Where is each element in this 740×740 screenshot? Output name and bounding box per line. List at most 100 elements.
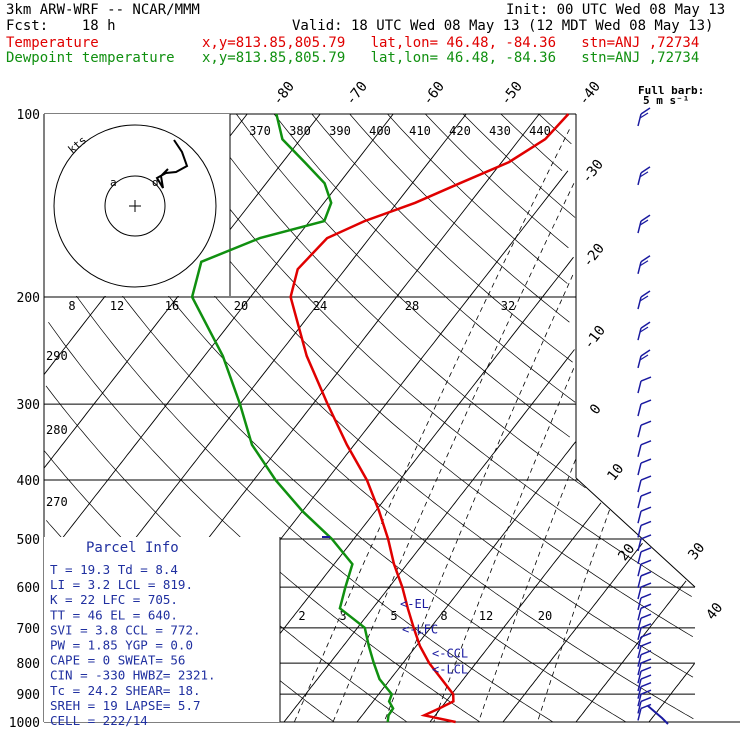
wind-barb-staff bbox=[637, 597, 642, 611]
wind-barb-staff bbox=[637, 645, 642, 659]
wind-barb-staff bbox=[637, 686, 642, 699]
parcel-info-rows: T = 19.3 Td = 8.4LI = 3.2 LCL = 819.K = … bbox=[50, 562, 216, 728]
pressure-label-900: 900 bbox=[17, 688, 40, 703]
parcel-info-background bbox=[44, 537, 280, 722]
isotherm-line bbox=[429, 502, 602, 723]
wind-barb-staff bbox=[637, 671, 642, 684]
wind-barb-flag bbox=[640, 255, 651, 263]
parcel-marker: <-LFC bbox=[402, 623, 438, 637]
mixing-ratio-line bbox=[294, 129, 570, 723]
wind-barb-surface bbox=[647, 705, 669, 725]
isotherm-label--60: -60 bbox=[420, 79, 448, 109]
isotherm-label--80: -80 bbox=[270, 79, 298, 109]
forecast-hour: Fcst: 18 h bbox=[6, 18, 116, 34]
wind-barb-staff bbox=[637, 551, 642, 565]
wind-barb-staff bbox=[637, 586, 642, 600]
wind-barb-staff bbox=[637, 575, 642, 589]
wind-barb-staff bbox=[637, 563, 642, 577]
mixing-ratio-label-lower: 8 bbox=[440, 609, 447, 623]
pressure-label-400: 400 bbox=[17, 474, 40, 489]
wind-barb-flag bbox=[640, 534, 652, 540]
mixing-ratio-label-upper: 32 bbox=[501, 299, 515, 313]
dry-adiabat-line bbox=[273, 113, 576, 403]
wind-barb-staff bbox=[637, 538, 642, 552]
wind-barb-flag bbox=[640, 593, 652, 599]
wind-barb-flag bbox=[640, 658, 652, 664]
theta-label-left: 290 bbox=[46, 349, 68, 363]
mixing-ratio-line bbox=[478, 459, 576, 723]
wind-barb-flag bbox=[640, 506, 652, 512]
parcel-marker: <-CCL bbox=[432, 647, 468, 661]
theta-label-upper: 370 bbox=[249, 124, 271, 138]
parcel-marker: <-EL bbox=[400, 597, 429, 611]
parcel-info-row: CIN = -330 HWBZ= 2321. bbox=[50, 668, 216, 683]
isotherm-line bbox=[356, 441, 576, 723]
wind-barb-flag bbox=[640, 166, 651, 174]
parcel-info-row: CELL = 222/14 bbox=[50, 713, 148, 728]
wind-barb-flag bbox=[639, 354, 649, 361]
wind-barb-flag bbox=[640, 107, 651, 115]
parcel-info-title: Parcel Info bbox=[86, 540, 179, 556]
pressure-label-800: 800 bbox=[17, 657, 40, 672]
pressure-tick-labels: 100 200 300 400 500 600 700 800 900 1000 bbox=[9, 108, 40, 731]
hodograph-marker-a: a bbox=[110, 176, 117, 189]
wind-barb-flag bbox=[640, 682, 652, 688]
wind-barb-flag bbox=[640, 491, 652, 497]
wind-barb-flag bbox=[640, 689, 652, 695]
dry-adiabat-line bbox=[311, 113, 573, 363]
mixing-ratio-label-upper: 16 bbox=[165, 299, 179, 313]
isotherm-label-40: 40 bbox=[703, 600, 726, 623]
dry-adiabat-line bbox=[500, 113, 563, 172]
dry-adiabat-line bbox=[48, 321, 481, 723]
dry-adiabat-line bbox=[46, 183, 627, 723]
wind-barb-flag bbox=[640, 547, 652, 553]
mixing-ratio-line bbox=[383, 274, 574, 723]
parcel-info-row: Tc = 24.2 SHEAR= 18. bbox=[50, 683, 201, 698]
wind-barb-staff bbox=[637, 525, 642, 538]
wind-barb-staff bbox=[637, 654, 642, 667]
isotherm-label--40: -40 bbox=[576, 79, 604, 109]
isotherm-line bbox=[283, 349, 575, 723]
hodograph-ring-outer bbox=[53, 124, 217, 288]
mixing-ratio-label-upper: 24 bbox=[313, 299, 327, 313]
wind-barb-staff bbox=[637, 708, 642, 721]
mixing-ratio-label-lower: 5 bbox=[390, 609, 397, 623]
mixing-ratio-lines bbox=[294, 129, 610, 723]
theta-label-upper: 420 bbox=[449, 124, 471, 138]
theta-label-left: 270 bbox=[46, 495, 68, 509]
mixing-ratio-label-lower: 20 bbox=[538, 609, 552, 623]
mixing-ratio-label-lower: 2 bbox=[298, 609, 305, 623]
mixing-ratio-label-upper: 8 bbox=[68, 299, 75, 313]
theta-label-upper: 410 bbox=[409, 124, 431, 138]
theta-label-upper: 380 bbox=[289, 124, 311, 138]
isotherm-line bbox=[43, 113, 321, 469]
wind-barb-staff bbox=[637, 479, 642, 493]
hodograph-marker-d: d bbox=[152, 176, 159, 189]
parcel-info-row: K = 22 LFC = 705. bbox=[50, 592, 178, 607]
wind-barb-flag bbox=[640, 603, 652, 609]
dry-adiabat-line bbox=[198, 113, 586, 489]
theta-label-upper: 440 bbox=[529, 124, 551, 138]
wind-barb-flag bbox=[640, 376, 652, 382]
wind-barb-staff bbox=[637, 380, 642, 394]
pressure-label-300: 300 bbox=[17, 398, 40, 413]
wind-barb-flag bbox=[640, 321, 651, 329]
temperature-legend: Temperature bbox=[6, 35, 99, 51]
wind-barb-staff bbox=[637, 618, 642, 631]
wind-barb-flag bbox=[640, 458, 652, 464]
pressure-label-500: 500 bbox=[17, 533, 40, 548]
dry-adiabat-line bbox=[84, 113, 694, 678]
isotherm-label--10: -10 bbox=[581, 323, 609, 353]
wind-barb-staff bbox=[637, 172, 642, 186]
wind-barb-staff bbox=[637, 701, 642, 714]
dewpoint-line bbox=[190, 113, 395, 723]
mixing-ratio-label-upper: 20 bbox=[234, 299, 248, 313]
wind-barb-flag bbox=[639, 112, 649, 119]
wind-barb-flag bbox=[640, 571, 652, 577]
mixing-ratio-label-lower: 12 bbox=[479, 609, 493, 623]
parcel-info-box: Parcel Info T = 19.3 Td = 8.4LI = 3.2 LC… bbox=[44, 537, 281, 728]
wind-barb-staff bbox=[637, 425, 642, 438]
parcel-level-markers: <-EL <-LFC <-CCL<-LCL bbox=[322, 536, 468, 676]
wind-barb-flag bbox=[640, 420, 652, 426]
